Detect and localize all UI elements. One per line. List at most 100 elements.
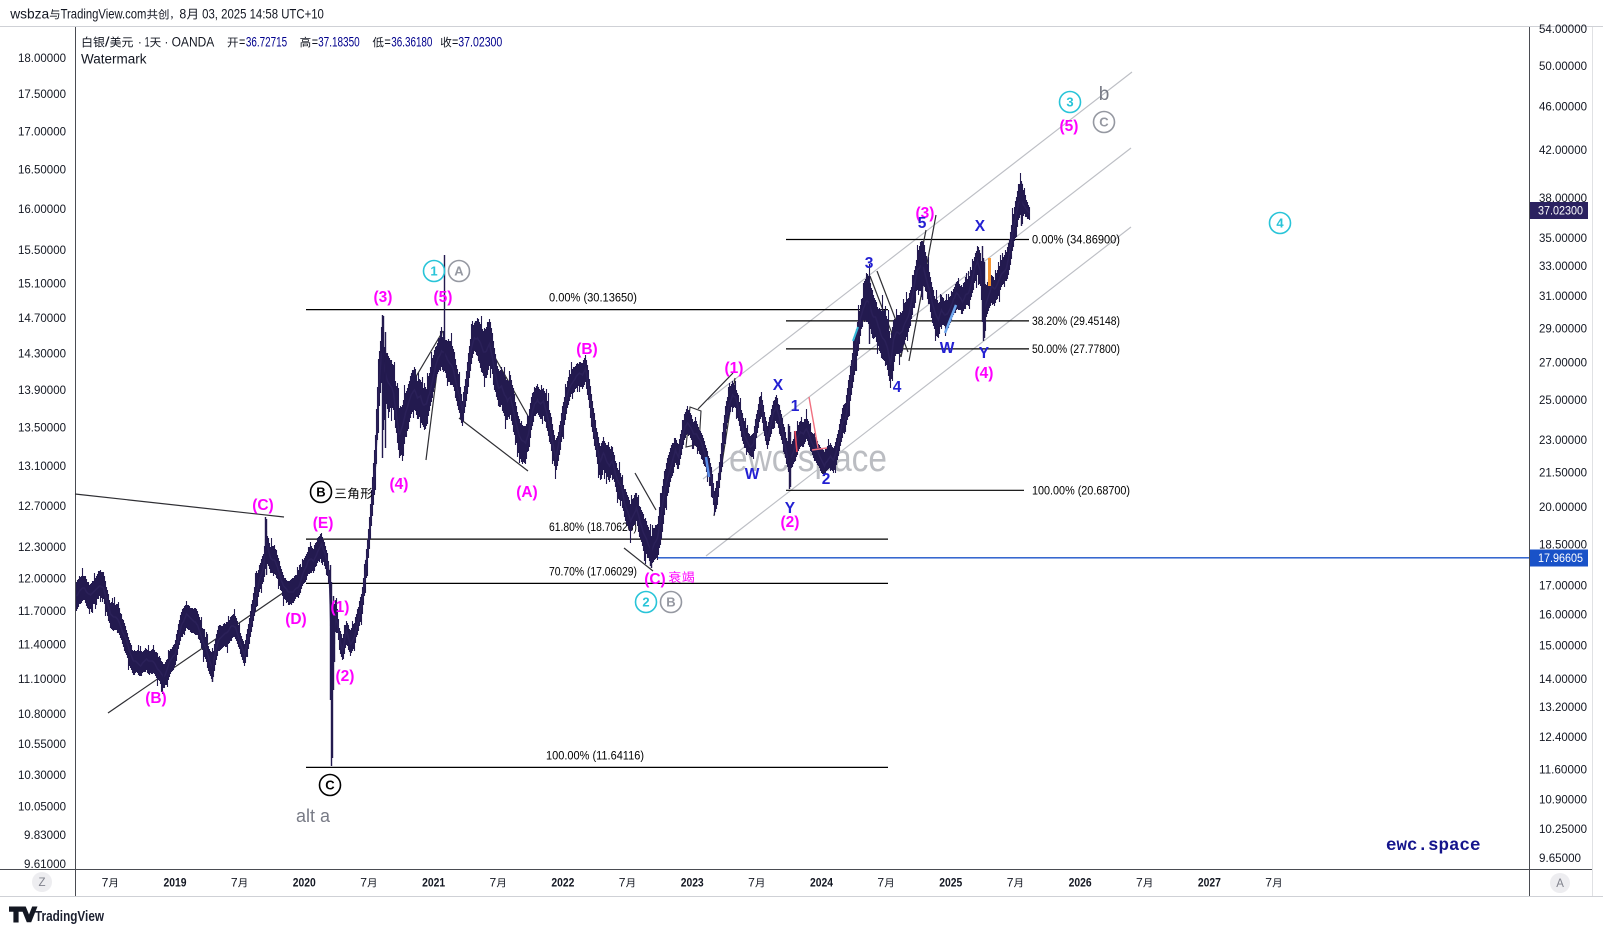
svg-text:W: W bbox=[745, 466, 760, 483]
svg-text:37.02300: 37.02300 bbox=[458, 35, 502, 50]
svg-text:7: 7 bbox=[748, 876, 755, 890]
svg-text:1: 1 bbox=[791, 398, 800, 415]
svg-text:C: C bbox=[1099, 115, 1109, 130]
svg-text:B: B bbox=[316, 485, 325, 500]
svg-text:3: 3 bbox=[1066, 95, 1073, 110]
svg-text:15.10000: 15.10000 bbox=[18, 277, 66, 291]
svg-text:16.00000: 16.00000 bbox=[1539, 608, 1587, 622]
svg-text:2: 2 bbox=[822, 471, 831, 488]
svg-text:Watermark: Watermark bbox=[81, 52, 147, 67]
svg-text:(1): (1) bbox=[725, 360, 744, 377]
svg-text:37.02300: 37.02300 bbox=[1538, 204, 1583, 218]
svg-text:46.00000: 46.00000 bbox=[1539, 99, 1587, 113]
svg-text:17.00000: 17.00000 bbox=[1539, 578, 1587, 592]
svg-text:W: W bbox=[940, 340, 955, 357]
svg-text:61.80% (18.70628): 61.80% (18.70628) bbox=[549, 520, 637, 534]
svg-text:2020: 2020 bbox=[293, 876, 316, 890]
svg-text:50.00000: 50.00000 bbox=[1539, 59, 1587, 73]
svg-text:18.00000: 18.00000 bbox=[18, 51, 66, 65]
svg-text:B: B bbox=[666, 595, 675, 610]
svg-text:13.10000: 13.10000 bbox=[18, 459, 66, 473]
svg-text:10.90000: 10.90000 bbox=[1539, 792, 1587, 806]
svg-text:·: · bbox=[138, 35, 142, 50]
svg-text:100.00% (11.64116): 100.00% (11.64116) bbox=[546, 749, 644, 763]
svg-text:0.00% (30.13650): 0.00% (30.13650) bbox=[549, 291, 637, 305]
svg-text:(C): (C) bbox=[644, 571, 666, 588]
svg-text:X: X bbox=[773, 377, 784, 394]
svg-text:15.50000: 15.50000 bbox=[18, 243, 66, 257]
svg-text:13.50000: 13.50000 bbox=[18, 420, 66, 434]
svg-text:10.55000: 10.55000 bbox=[18, 737, 66, 751]
svg-text:(C): (C) bbox=[252, 497, 274, 514]
svg-text:A: A bbox=[1556, 878, 1564, 890]
svg-text:TradingView: TradingView bbox=[35, 909, 105, 925]
svg-text:17.50000: 17.50000 bbox=[18, 87, 66, 101]
svg-text:·: · bbox=[165, 35, 169, 50]
svg-text:7: 7 bbox=[490, 876, 497, 890]
svg-text:0.00% (34.86900): 0.00% (34.86900) bbox=[1032, 233, 1120, 247]
svg-text:12.40000: 12.40000 bbox=[1539, 730, 1587, 744]
svg-text:38.20% (29.45148): 38.20% (29.45148) bbox=[1032, 314, 1120, 328]
svg-text:33.00000: 33.00000 bbox=[1539, 259, 1587, 273]
svg-text:36.36180: 36.36180 bbox=[391, 35, 432, 50]
svg-text:11.10000: 11.10000 bbox=[18, 672, 66, 686]
svg-text:25.00000: 25.00000 bbox=[1539, 393, 1587, 407]
svg-text:2024: 2024 bbox=[810, 876, 833, 890]
svg-text:54.00000: 54.00000 bbox=[1539, 22, 1587, 36]
svg-text:wsbza: wsbza bbox=[9, 6, 49, 22]
svg-text:14.00000: 14.00000 bbox=[1539, 672, 1587, 686]
svg-text:12.30000: 12.30000 bbox=[18, 540, 66, 554]
svg-text:2023: 2023 bbox=[681, 876, 704, 890]
svg-text:2022: 2022 bbox=[551, 876, 574, 890]
svg-text:10.25000: 10.25000 bbox=[1539, 822, 1587, 836]
svg-text:b: b bbox=[1099, 84, 1110, 105]
svg-text:7: 7 bbox=[231, 876, 238, 890]
svg-text:35.00000: 35.00000 bbox=[1539, 231, 1587, 245]
svg-text:Y: Y bbox=[979, 345, 990, 362]
svg-text:42.00000: 42.00000 bbox=[1539, 143, 1587, 157]
svg-text:C: C bbox=[325, 778, 335, 793]
svg-text:16.00000: 16.00000 bbox=[18, 202, 66, 216]
svg-text:X: X bbox=[975, 218, 986, 235]
svg-text:7: 7 bbox=[877, 876, 884, 890]
svg-text:29.00000: 29.00000 bbox=[1539, 321, 1587, 335]
svg-text:ewc.space: ewc.space bbox=[1386, 836, 1481, 856]
svg-text:10.30000: 10.30000 bbox=[18, 768, 66, 782]
svg-text:20.00000: 20.00000 bbox=[1539, 500, 1587, 514]
svg-text:50.00% (27.77800): 50.00% (27.77800) bbox=[1032, 342, 1120, 356]
svg-text:(B): (B) bbox=[145, 690, 167, 707]
svg-text:12.70000: 12.70000 bbox=[18, 499, 66, 513]
svg-text:5: 5 bbox=[918, 215, 927, 232]
svg-text:(2): (2) bbox=[781, 514, 800, 531]
svg-text:1: 1 bbox=[145, 35, 150, 50]
svg-text:7: 7 bbox=[1136, 876, 1143, 890]
svg-text:7: 7 bbox=[1265, 876, 1272, 890]
svg-text:=: = bbox=[452, 35, 458, 50]
svg-text:4: 4 bbox=[893, 379, 902, 396]
svg-text:16.50000: 16.50000 bbox=[18, 163, 66, 177]
svg-text:(5): (5) bbox=[434, 289, 453, 306]
svg-text:(5): (5) bbox=[1060, 118, 1079, 135]
svg-text:OANDA: OANDA bbox=[172, 35, 215, 50]
svg-text:13.90000: 13.90000 bbox=[18, 383, 66, 397]
svg-text:17.96605: 17.96605 bbox=[1538, 551, 1583, 565]
svg-text:21.50000: 21.50000 bbox=[1539, 465, 1587, 479]
svg-text:=: = bbox=[239, 35, 245, 50]
svg-text:11.60000: 11.60000 bbox=[1539, 762, 1587, 776]
svg-text:(1): (1) bbox=[331, 599, 350, 616]
svg-text:7: 7 bbox=[619, 876, 626, 890]
svg-text:31.00000: 31.00000 bbox=[1539, 289, 1587, 303]
svg-text:7: 7 bbox=[360, 876, 367, 890]
svg-text:10.05000: 10.05000 bbox=[18, 800, 66, 814]
svg-text:2027: 2027 bbox=[1198, 876, 1221, 890]
svg-text:(3): (3) bbox=[374, 289, 393, 306]
svg-text:17.00000: 17.00000 bbox=[18, 124, 66, 138]
svg-text:Y: Y bbox=[785, 500, 796, 517]
svg-text:(4): (4) bbox=[975, 365, 994, 382]
svg-text:/: / bbox=[105, 35, 110, 50]
svg-text:=: = bbox=[384, 35, 390, 50]
svg-text:70.70% (17.06029): 70.70% (17.06029) bbox=[549, 565, 637, 579]
svg-text:2019: 2019 bbox=[164, 876, 187, 890]
svg-text:15.00000: 15.00000 bbox=[1539, 639, 1587, 653]
svg-text:(E): (E) bbox=[313, 515, 334, 532]
